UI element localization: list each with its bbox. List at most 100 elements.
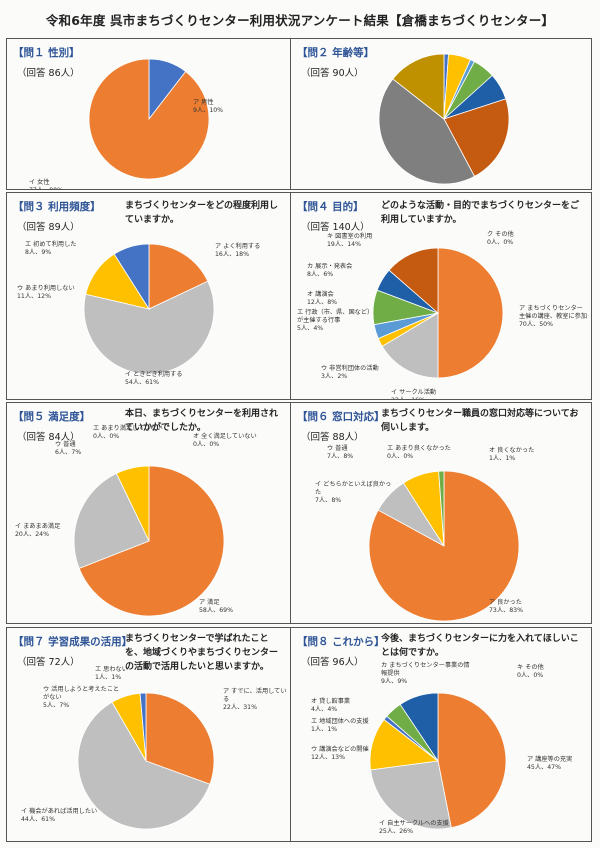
separator: 、 [321, 706, 328, 713]
slice-count: 19人 [327, 241, 342, 248]
slice-percent: 31% [243, 704, 258, 711]
slice-label: イ ときどき利用する 54人、61% [125, 371, 182, 387]
pie-slice [148, 243, 209, 310]
slice-count: 0人 [387, 453, 398, 460]
slice-percent: 18% [235, 251, 250, 258]
pie-chart [88, 58, 210, 180]
separator: 、 [325, 754, 332, 761]
slice-percent: 9% [41, 249, 52, 256]
slice-percent: 9% [397, 678, 408, 685]
slice-count: 4人 [311, 706, 322, 713]
respondent-count: （回答 86人） [17, 68, 80, 79]
pie-chart [369, 692, 507, 830]
question-text: まちづくりセンターをどの程度利用していますか。 [125, 201, 279, 225]
slice-label: エ あまり満足していない 0人、0% [93, 425, 163, 441]
slice-label: オ 貸し館事業 4人、4% [311, 698, 350, 714]
slice-name: イ まあまあ満足 [15, 523, 61, 530]
slice-count: 12人 [311, 754, 326, 761]
slice-percent: 4% [313, 325, 324, 332]
pie-slice [78, 465, 225, 617]
slice-count: 58人 [199, 607, 214, 614]
separator: 、 [237, 704, 244, 711]
pie-chart [372, 247, 504, 379]
slice-name: キ 図書室の利用 [327, 233, 373, 240]
slice-percent: 8% [331, 497, 342, 504]
chart-panel-5: 【問５ 満足度】 （回答 84人） 本日、まちづくりセンターを利用されていかがでした… [6, 402, 291, 624]
separator: 、 [393, 828, 400, 835]
separator: 、 [341, 241, 348, 248]
slice-label: エ 地域団体への支援 1人、1% [311, 718, 369, 734]
slice-label: エ 初めて利用した 8人、9% [25, 241, 76, 257]
separator: 、 [397, 453, 404, 460]
slice-count: 25人 [379, 828, 394, 835]
slice-name: ア よく利用する [215, 243, 261, 250]
slice-label: オ 講演会 12人、8% [307, 291, 337, 307]
slice-label: ア 良かった 73人、83% [489, 599, 523, 615]
slice-percent: 47% [547, 764, 562, 771]
separator: 、 [503, 607, 510, 614]
slice-name: エ 初めて利用した [25, 241, 77, 248]
chart-panel-2: 【問２ 年齢等】（回答 90人）ア 10歳以下（中学生を除く）1人、1%ウ 20… [290, 38, 592, 190]
slice-name: ク その他 [487, 231, 514, 238]
slice-name: エ 行政（市、県、国など）が主催する行事 [297, 309, 374, 324]
slice-count: 45人 [527, 764, 542, 771]
question-text: 本日、まちづくりセンターを利用されていかがでしたか。 [125, 409, 279, 433]
slice-count: 23人 [391, 397, 405, 399]
slice-label: ア よく利用する 16人、18% [215, 243, 260, 259]
slice-count: 8人 [307, 271, 318, 278]
question-text: まちづくりセンター職員の窓口対応等についてお伺いします。 [381, 409, 579, 433]
slice-count: 6人 [55, 449, 66, 456]
chart-panel-7: 【問７ 学習成果の活用】 （回答 72人） まちづくりセンターで学ばれたことを、地域… [6, 627, 291, 842]
slice-label: カ まちづくりセンター事業の情報提供 9人、9% [381, 662, 471, 686]
slice-name: ア すでに、活用している [223, 688, 287, 703]
slice-name: ア まちづくりセンター主催の講座、教室に参加 [519, 305, 588, 320]
separator: 、 [317, 271, 324, 278]
slice-name: イ どちらかといえば良かった [315, 481, 392, 496]
slice-name: キ その他 [517, 664, 544, 671]
chart-title: 【問２ 年齢等】 [297, 47, 375, 59]
slice-percent: 12% [37, 293, 52, 300]
separator: 、 [229, 251, 236, 258]
separator: 、 [213, 607, 220, 614]
pie-slice [88, 58, 210, 180]
chart-title: 【問８ これから】 [297, 636, 385, 648]
slice-count: 16人 [215, 251, 230, 258]
slice-name: ウ 普通 [327, 445, 348, 452]
slice-count: 1人 [489, 455, 500, 462]
chart-title: 【問１ 性別】 [13, 47, 80, 59]
slice-percent: 8% [343, 453, 354, 460]
slice-count: 12人 [307, 299, 322, 306]
slice-label: オ 全く満足していない 0人、0% [193, 433, 257, 449]
slice-percent: 1% [327, 726, 338, 733]
pie-chart [77, 692, 215, 830]
separator: 、 [405, 397, 411, 399]
slice-label: ウ 非営利団体の活動 3人、2% [321, 365, 379, 381]
slice-name: ア 満足 [199, 599, 220, 606]
slice-percent: 24% [35, 531, 50, 538]
separator: 、 [139, 379, 146, 386]
slice-label: エ 思わない 1人、1% [95, 666, 128, 682]
pie-slice [378, 78, 476, 185]
slice-percent: 16% [411, 397, 425, 399]
slice-count: 5人 [297, 325, 308, 332]
separator: 、 [337, 453, 344, 460]
pie-chart [73, 465, 225, 617]
respondent-count: （回答 88人） [301, 432, 364, 443]
pie-slice [392, 53, 445, 120]
slice-percent: 0% [503, 239, 514, 246]
slice-percent: 1% [505, 455, 516, 462]
respondent-count: （回答 72人） [17, 657, 80, 668]
slice-count: 3人 [321, 373, 332, 380]
chart-title: 【問５ 満足度】 [13, 411, 91, 423]
separator: 、 [203, 107, 210, 114]
slice-label: ウ 講演会などの開催 12人、13% [311, 746, 369, 762]
slice-name: イ 機会があれば活用したい [21, 808, 98, 815]
slice-label: ウ あまり利用しない 11人、12% [17, 285, 75, 301]
slice-count: 0人 [193, 441, 204, 448]
slice-percent: 0% [109, 433, 120, 440]
slice-label: キ 図書室の利用 19人、14% [327, 233, 372, 249]
slice-count: 7人 [315, 497, 326, 504]
separator: 、 [29, 531, 36, 538]
slice-percent: 0% [209, 441, 220, 448]
